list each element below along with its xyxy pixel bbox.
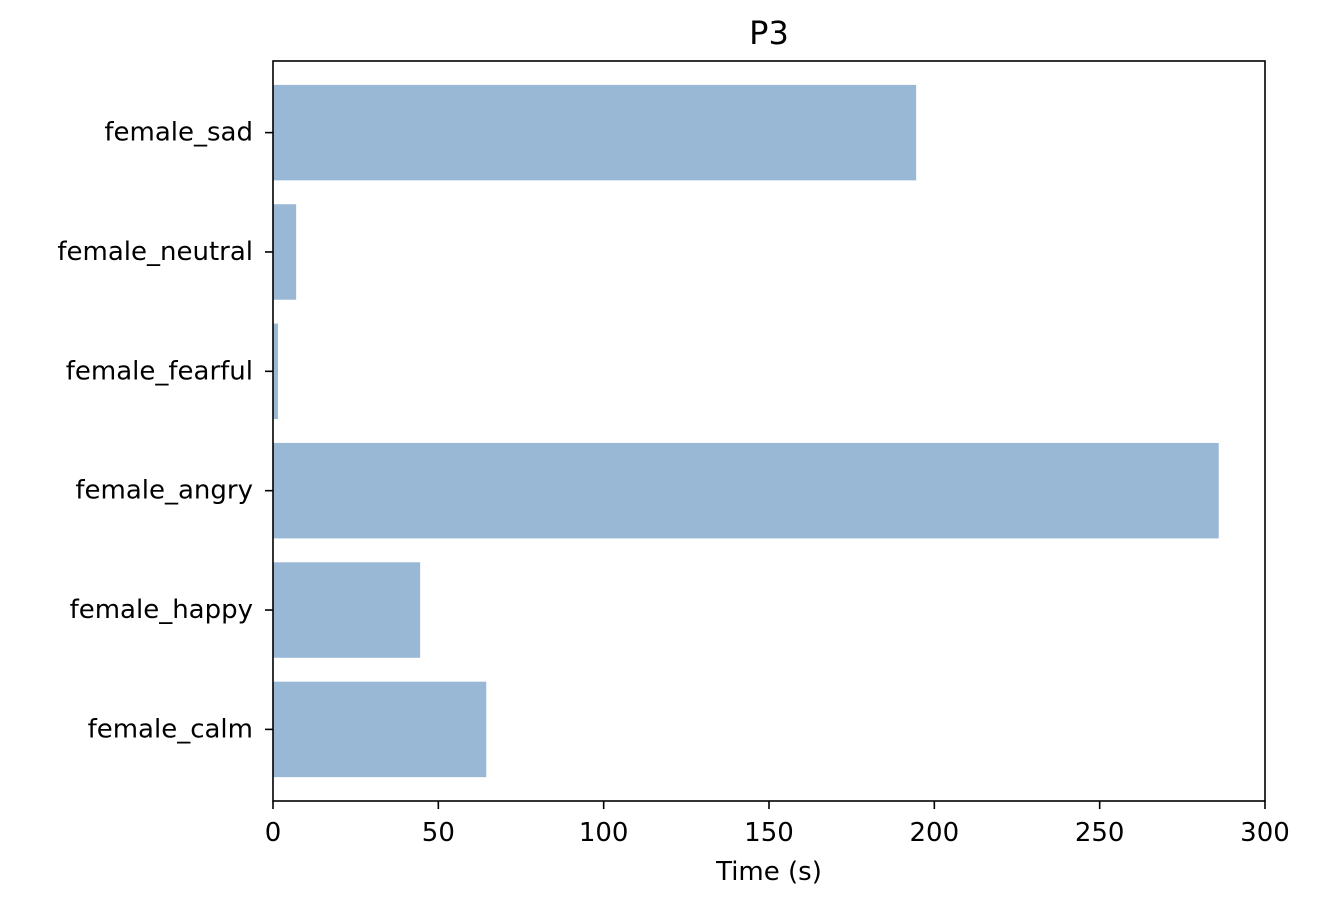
y-tick-label: female_calm: [88, 714, 253, 744]
bar-female-fearful: [273, 323, 278, 420]
x-axis-label: Time (s): [715, 857, 822, 887]
bar-female-angry: [273, 442, 1219, 539]
y-tick-label: female_fearful: [66, 356, 253, 386]
x-tick-label: 100: [579, 818, 629, 848]
bar-female-neutral: [273, 204, 297, 300]
y-axis: female_calm female_happy female_angry femal…: [57, 118, 273, 744]
bar-female-sad: [273, 84, 917, 181]
x-axis: 0 50 100 150 200 250 300: [265, 801, 1290, 848]
x-tick-label: 0: [265, 818, 282, 848]
x-tick-label: 150: [744, 818, 794, 848]
x-tick-label: 200: [910, 818, 960, 848]
y-tick-label: female_sad: [104, 118, 253, 148]
bar-female-calm: [273, 681, 487, 778]
bars-layer: [273, 84, 1219, 778]
y-tick-label: female_happy: [70, 595, 253, 625]
x-tick-label: 300: [1240, 818, 1290, 848]
bar-female-happy: [273, 562, 421, 658]
y-tick-label: female_neutral: [57, 237, 253, 267]
chart-title: P3: [749, 14, 789, 52]
x-tick-label: 50: [422, 818, 455, 848]
y-tick-label: female_angry: [75, 476, 253, 506]
x-tick-label: 250: [1075, 818, 1125, 848]
